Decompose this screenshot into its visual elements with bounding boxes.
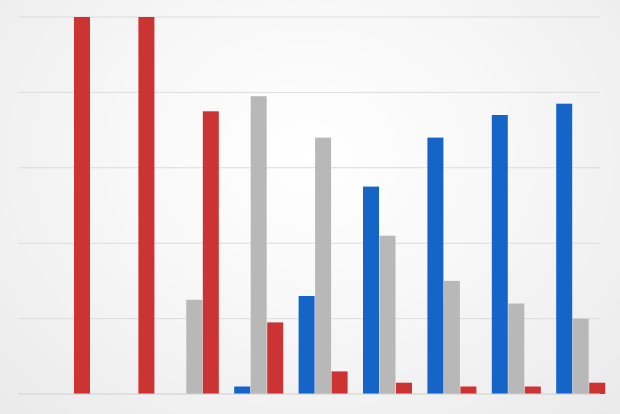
bar-series-3-group-8 (524, 386, 541, 394)
bar-series-2-group-7 (443, 280, 460, 394)
bar-series-1-group-7 (427, 137, 444, 394)
bar-series-3-group-2 (138, 17, 155, 394)
bar-series-2-group-3 (186, 299, 203, 395)
grid-layer (18, 16, 600, 320)
bar-series-2-group-9 (572, 318, 589, 394)
bar-series-2-group-4 (250, 96, 267, 394)
bar-series-2-group-5 (315, 137, 332, 394)
bar-series-1-group-4 (234, 386, 251, 394)
bar-series-3-group-1 (74, 17, 90, 394)
bar-series-3-group-3 (202, 111, 219, 395)
bar-series-2-group-8 (508, 303, 525, 394)
bar-series-3-group-5 (331, 371, 348, 394)
bar-series-1-group-9 (556, 103, 573, 394)
bar-series-1-group-6 (363, 186, 379, 394)
bar-series-2-group-6 (379, 235, 396, 394)
bar-series-3-group-9 (589, 382, 606, 394)
bars-layer (74, 17, 606, 395)
bar-series-3-group-6 (396, 382, 412, 394)
bar-series-1-group-8 (491, 115, 508, 394)
bar-series-3-group-4 (267, 322, 284, 394)
bar-series-1-group-5 (298, 296, 315, 394)
bar-series-3-group-7 (460, 386, 477, 394)
